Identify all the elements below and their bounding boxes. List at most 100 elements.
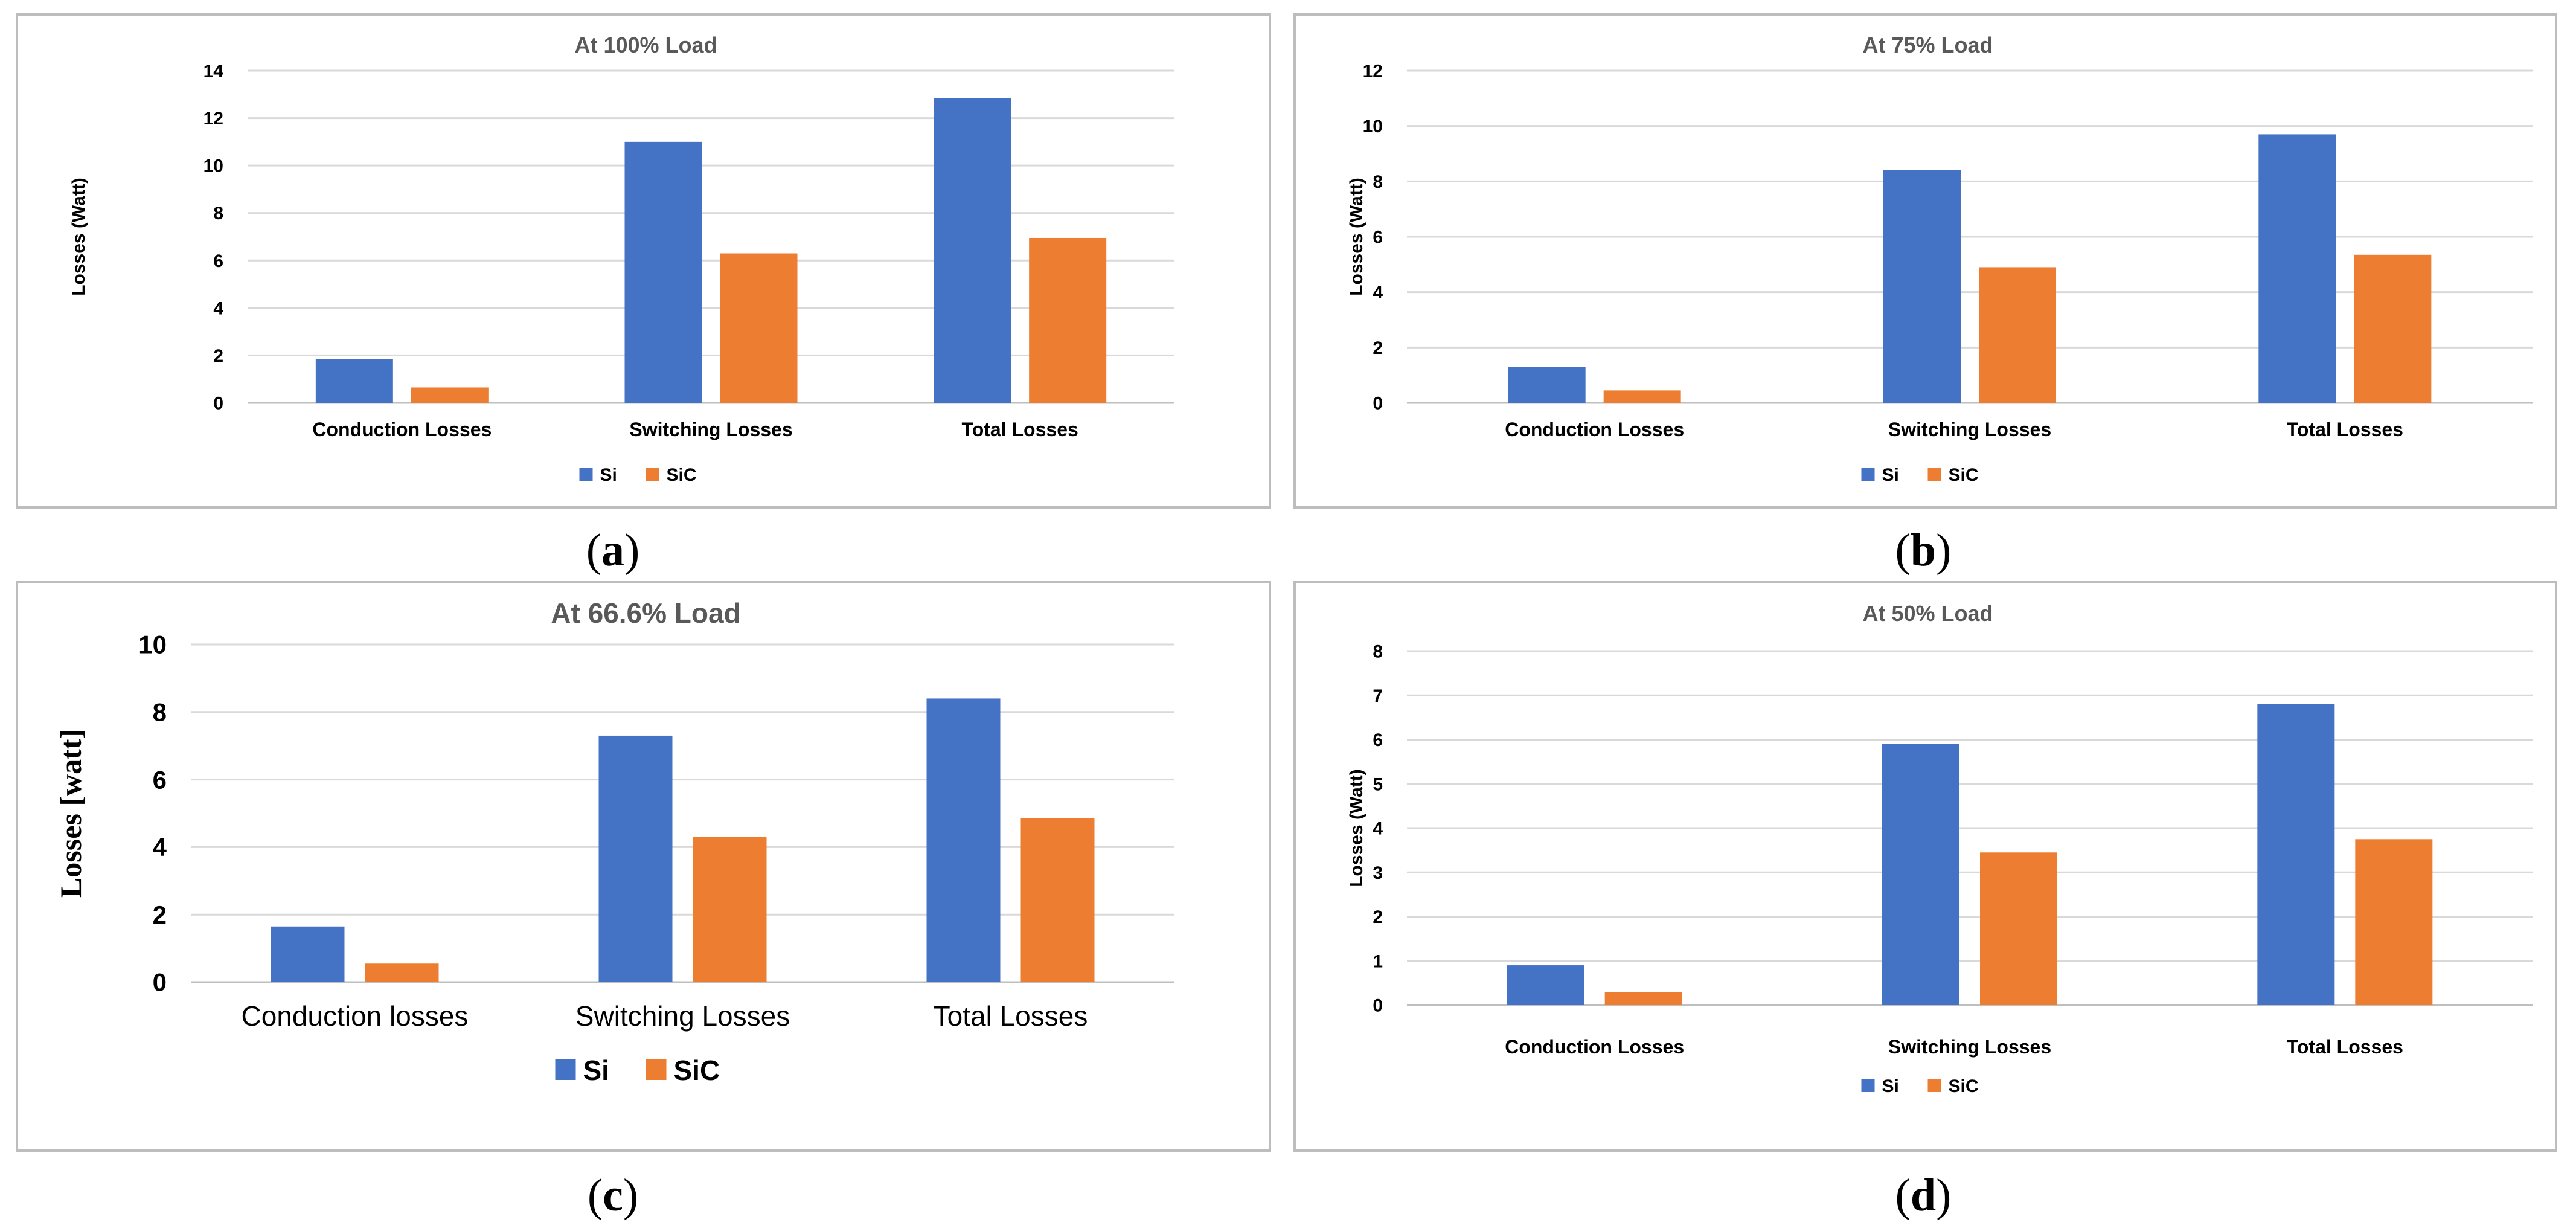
chart-title: At 75% Load [1862, 33, 1993, 57]
bar-sic-1 [1979, 267, 2056, 403]
y-tick-label: 2 [1373, 338, 1383, 358]
y-tick-label: 6 [153, 765, 167, 794]
y-tick-label: 12 [203, 109, 223, 129]
bar-sic-2 [2354, 254, 2432, 403]
caption-c: (c) [587, 1170, 639, 1221]
bar-si-1 [1883, 170, 1961, 403]
bar-sic-0 [365, 963, 439, 982]
y-tick-label: 0 [1373, 394, 1383, 414]
legend-swatch-si [579, 468, 593, 481]
bar-sic-1 [693, 837, 767, 982]
bar-si-2 [2258, 134, 2336, 403]
bar-si-0 [271, 926, 345, 982]
y-tick-label: 3 [1373, 863, 1383, 883]
legend-label-si: Si [583, 1055, 609, 1086]
x-category-label: Total Losses [962, 419, 1078, 440]
x-category-label: Conduction losses [242, 1000, 469, 1032]
legend-label-sic: SiC [1949, 465, 1979, 485]
chart-c-svg: At 66.6% Load 0 2 4 6 8 10 Losses [watt] Conduct… [54, 597, 1174, 1086]
y-tick-label: 4 [153, 833, 167, 861]
bar-sic-0 [1604, 992, 1682, 1005]
x-category-label: Total Losses [2287, 419, 2403, 440]
y-tick-label: 10 [138, 631, 167, 659]
y-tick-label: 4 [1373, 819, 1383, 839]
y-axis-label: Losses (Watt) [1347, 178, 1366, 296]
bar-si-2 [926, 698, 1001, 982]
x-category-label: Switching Losses [1888, 419, 2051, 440]
chart-title: At 66.6% Load [551, 597, 740, 629]
caption-a: (a) [586, 525, 640, 576]
chart-title: At 100% Load [574, 33, 717, 57]
bar-si-1 [624, 141, 702, 403]
legend-swatch-sic [1927, 468, 1941, 481]
y-tick-label: 8 [213, 204, 223, 223]
bar-si-2 [2257, 704, 2335, 1005]
chart-b-svg: At 75% Load 0 2 4 6 8 10 12 Losses (Watt) Conduct… [1347, 33, 2533, 485]
bar-si-0 [1508, 367, 1586, 403]
x-category-label: Conduction Losses [312, 419, 492, 440]
bar-si-2 [934, 98, 1011, 403]
y-tick-label: 2 [153, 901, 167, 929]
x-category-label: Total Losses [2287, 1036, 2403, 1058]
y-tick-label: 0 [1373, 996, 1383, 1016]
bar-si-1 [1882, 744, 1959, 1005]
y-tick-label: 4 [1373, 283, 1383, 303]
bar-sic-2 [1020, 818, 1095, 982]
chart-title: At 50% Load [1862, 601, 1993, 626]
y-axis-label: Losses (Watt) [1347, 769, 1366, 887]
caption-b: (b) [1895, 525, 1952, 576]
x-category-label: Switching Losses [1888, 1036, 2051, 1058]
legend-label-sic: SiC [674, 1055, 720, 1086]
bar-sic-0 [411, 387, 489, 403]
y-tick-label: 2 [1373, 907, 1383, 927]
bar-sic-2 [2355, 839, 2433, 1005]
y-tick-label: 6 [1373, 228, 1383, 248]
y-tick-label: 0 [153, 968, 167, 997]
legend-swatch-sic [1927, 1079, 1941, 1092]
legend-label-sic: SiC [1949, 1076, 1979, 1096]
y-tick-label: 8 [153, 698, 167, 727]
y-axis-label: Losses (Watt) [69, 178, 89, 296]
y-tick-label: 14 [203, 62, 224, 82]
bar-sic-2 [1029, 237, 1107, 403]
legend-swatch-si [1861, 468, 1875, 481]
legend-swatch-si [1861, 1079, 1875, 1092]
bar-sic-0 [1603, 390, 1681, 403]
x-category-label: Conduction Losses [1505, 1036, 1684, 1058]
bar-sic-1 [720, 253, 798, 403]
y-tick-label: 10 [203, 156, 223, 176]
y-tick-label: 2 [213, 346, 223, 366]
legend-label-si: Si [1882, 1076, 1899, 1096]
y-tick-label: 5 [1373, 774, 1383, 794]
chart-panel-d: At 50% Load 0 1 2 3 4 5 6 7 8 Losses (Watt) Conduct… [1293, 581, 2557, 1152]
chart-a-svg: At 100% Load 0 2 4 6 8 10 12 14 Losses (Watt) Cond… [69, 33, 1174, 485]
x-category-label: Switching Losses [629, 419, 792, 440]
y-tick-label: 12 [1363, 62, 1383, 82]
y-tick-label: 10 [1363, 117, 1383, 137]
y-tick-label: 6 [1373, 730, 1383, 750]
y-tick-label: 4 [213, 298, 223, 318]
bar-si-0 [1507, 965, 1584, 1005]
y-tick-label: 0 [213, 394, 223, 414]
chart-panel-c: At 66.6% Load 0 2 4 6 8 10 Losses [watt] Conduct… [16, 581, 1271, 1152]
legend-label-sic: SiC [667, 465, 697, 485]
x-category-label: Conduction Losses [1505, 419, 1684, 440]
caption-d: (d) [1895, 1170, 1952, 1221]
bar-sic-1 [1980, 852, 2057, 1005]
y-tick-label: 7 [1373, 686, 1383, 706]
bar-si-1 [598, 735, 673, 982]
y-axis-label: Losses [watt] [54, 729, 88, 898]
legend-label-si: Si [1882, 465, 1899, 485]
y-tick-label: 1 [1373, 951, 1383, 971]
y-tick-label: 8 [1373, 642, 1383, 662]
x-category-label: Switching Losses [575, 1000, 790, 1032]
y-tick-label: 6 [213, 251, 223, 271]
legend-label-si: Si [600, 465, 617, 485]
legend-swatch-sic [646, 468, 659, 481]
legend-swatch-si [555, 1059, 576, 1080]
bar-si-0 [315, 359, 393, 403]
chart-panel-b: At 75% Load 0 2 4 6 8 10 12 Losses (Watt) Conduct… [1293, 13, 2557, 509]
y-tick-label: 8 [1373, 172, 1383, 192]
chart-d-svg: At 50% Load 0 1 2 3 4 5 6 7 8 Losses (Watt) Conduct… [1347, 601, 2533, 1096]
chart-panel-a: At 100% Load 0 2 4 6 8 10 12 14 Losses (Watt) Cond… [16, 13, 1271, 509]
